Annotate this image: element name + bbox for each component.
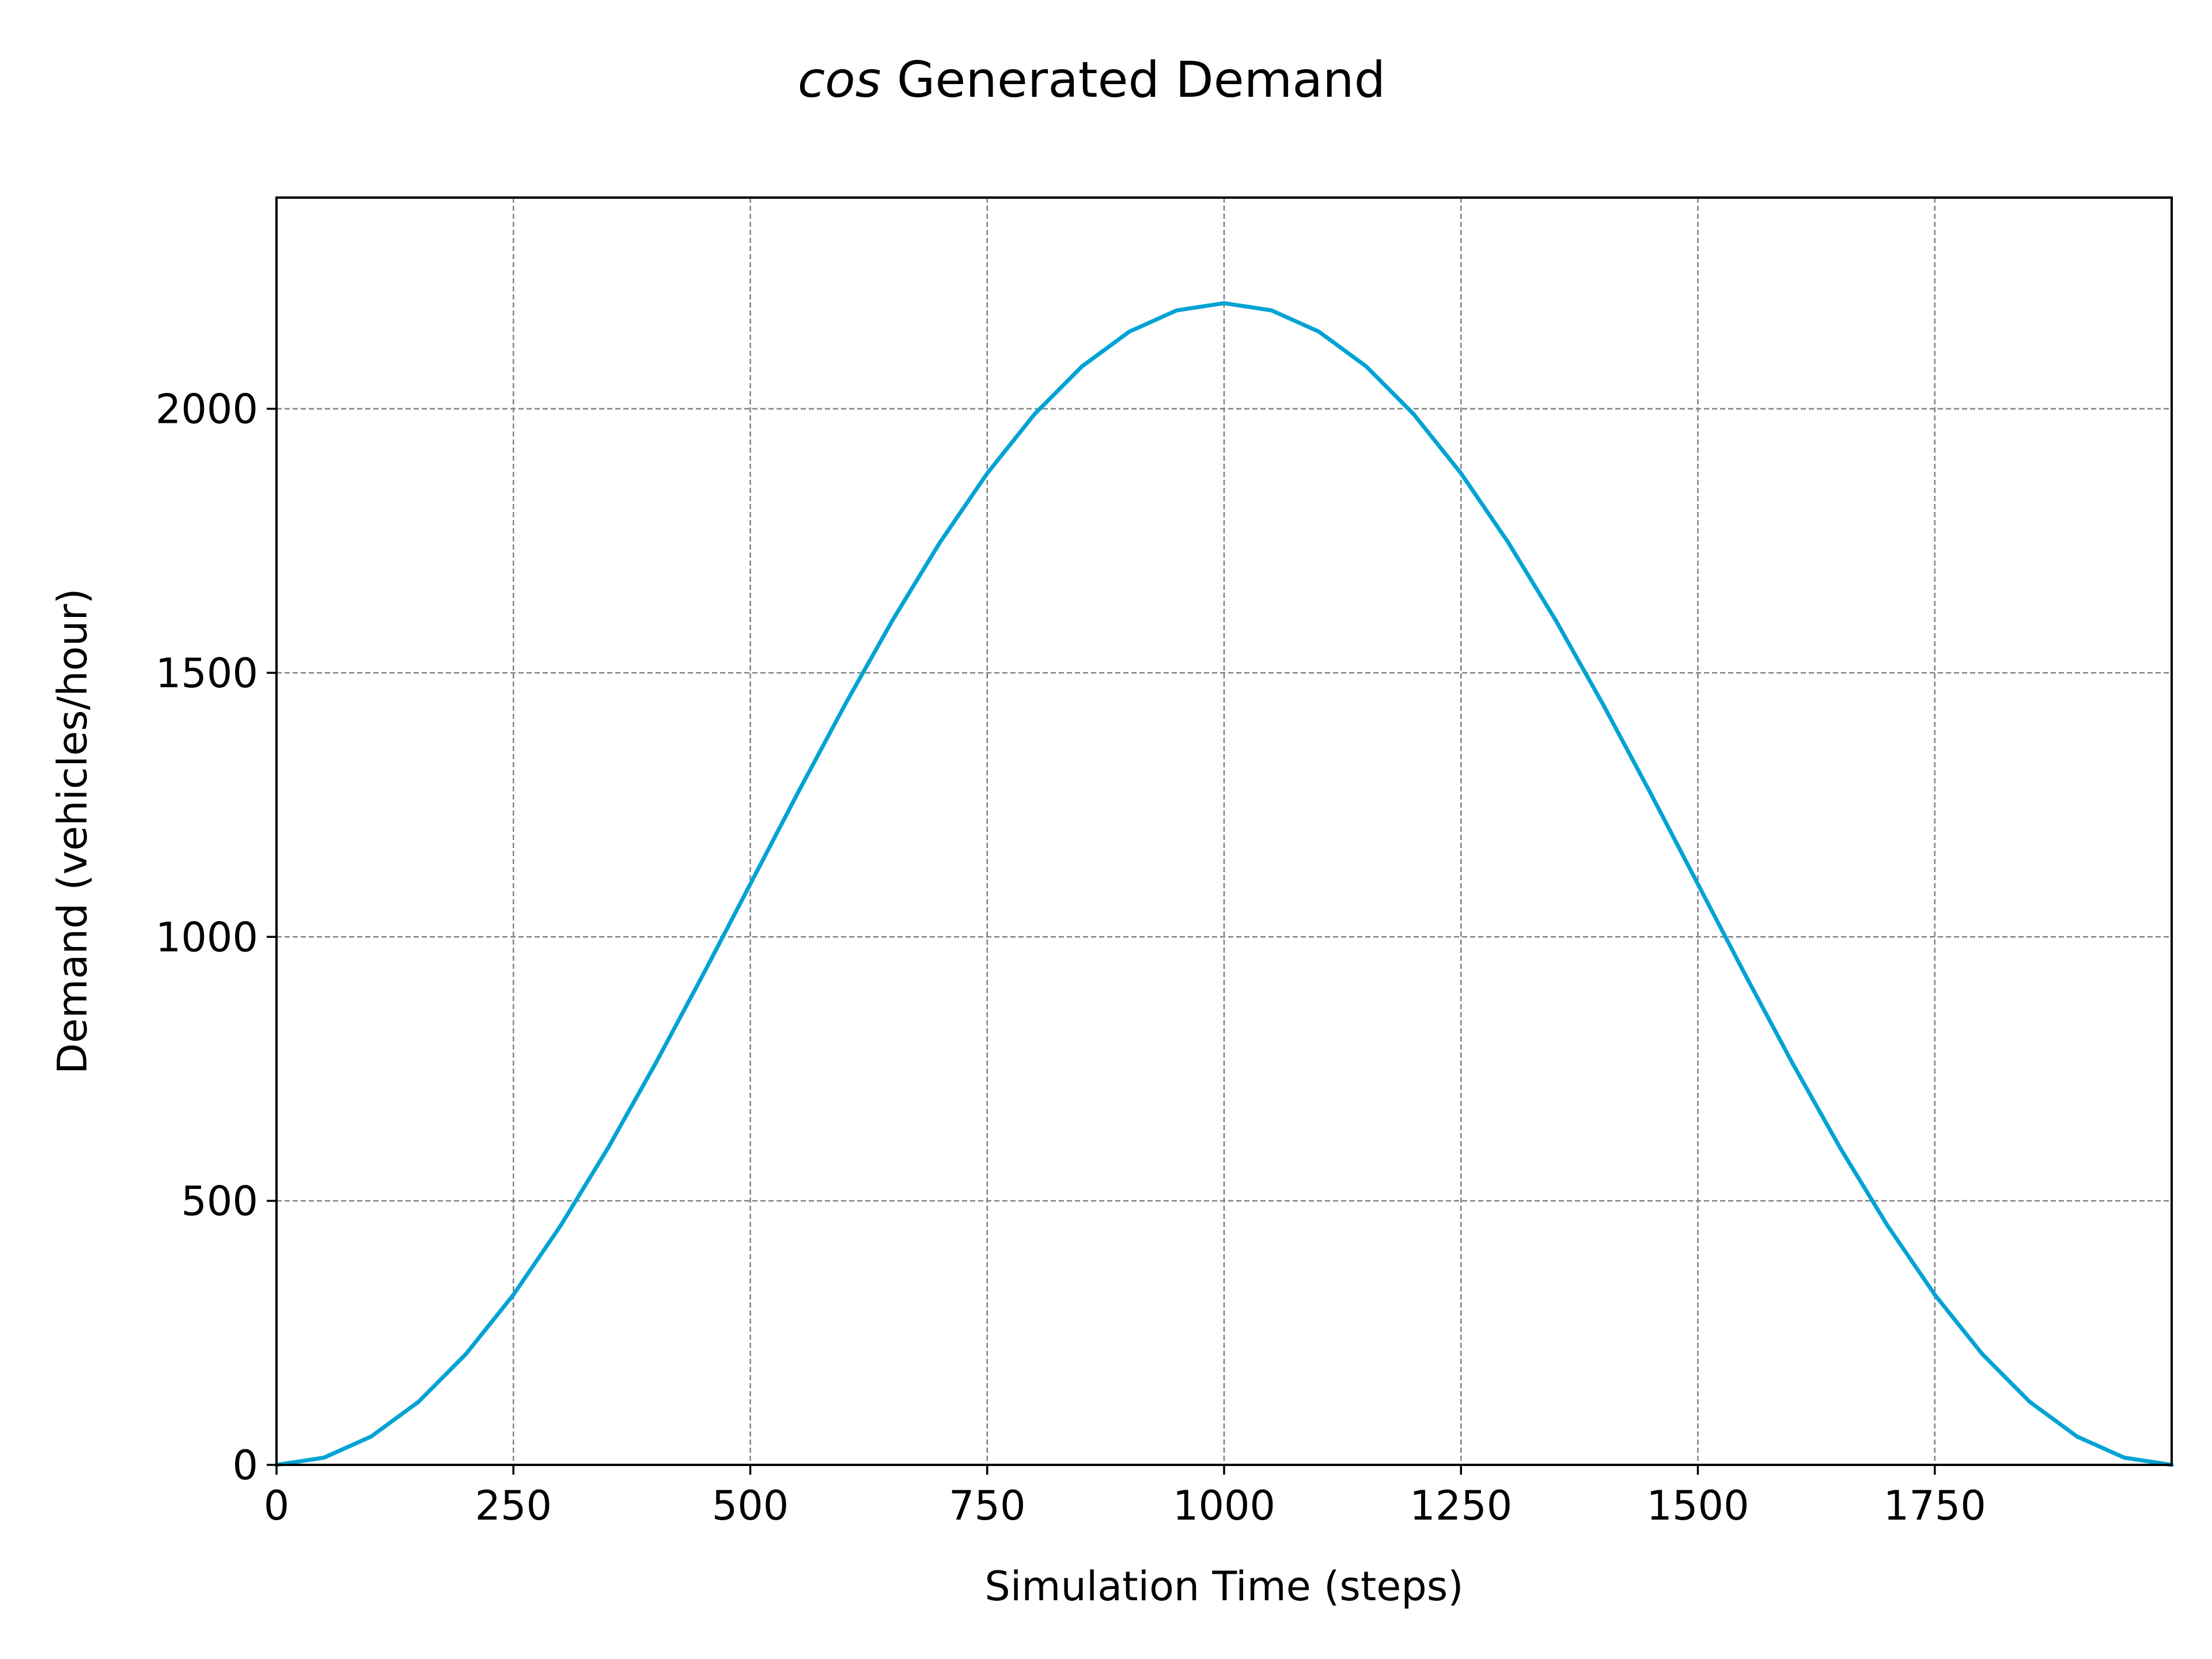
x-tick-label: 1000 [1173,1482,1275,1529]
y-axis-ticks: 0 500 1000 1500 2000 [156,386,276,1489]
x-tick-label: 500 [712,1482,789,1529]
y-tick-label: 0 [232,1442,258,1489]
y-tick-label: 2000 [156,386,258,433]
y-tick-label: 1000 [156,914,258,961]
demand-curve [274,301,2174,1467]
x-tick-label: 1750 [1884,1482,1986,1529]
chart-title: cos Generated Demand [798,51,1385,109]
y-axis-label: Demand (vehicles/hour) [49,588,96,1074]
chart-title-rest: Generated Demand [881,51,1386,109]
x-tick-label: 1500 [1646,1482,1749,1529]
y-tick-label: 500 [181,1178,258,1225]
x-axis-ticks: 0 250 500 750 1000 1250 1500 1750 [264,1465,1986,1529]
y-tick-label: 1500 [156,650,258,697]
x-tick-label: 750 [949,1482,1026,1529]
series-layer [274,301,2174,1467]
chart-title-prefix: cos [798,51,881,109]
x-tick-label: 250 [475,1482,552,1529]
x-tick-label: 0 [264,1482,290,1529]
x-axis-label: Simulation Time (steps) [984,1563,1463,1610]
x-tick-label: 1250 [1410,1482,1512,1529]
grid-lines [276,198,2172,1465]
